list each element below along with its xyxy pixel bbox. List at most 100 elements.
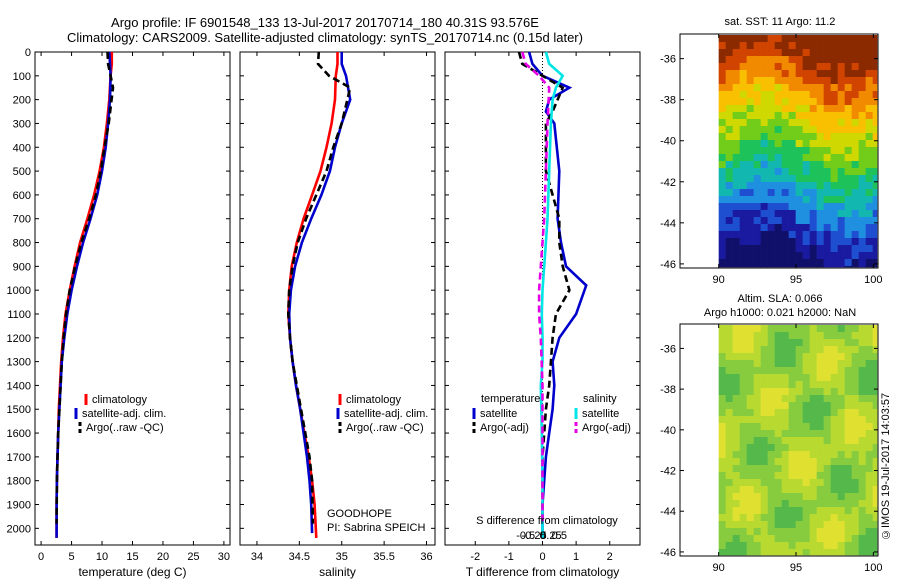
map-cell [739, 84, 747, 92]
map-cell [760, 549, 768, 556]
map-cell [809, 42, 817, 50]
map-cell [823, 63, 831, 71]
map-cell [795, 346, 803, 354]
map-cell [865, 105, 873, 113]
map-cell [816, 493, 824, 501]
y-tick-label: 1500 [7, 404, 31, 416]
map-cell [816, 409, 824, 417]
map-cell [830, 91, 838, 99]
map-cell [872, 332, 878, 340]
series-line-salinity-argo-adj- [521, 51, 551, 524]
map-cell [767, 339, 775, 347]
map-cell [816, 388, 824, 396]
map-cell [830, 105, 838, 113]
map-cell [746, 119, 754, 127]
map-cell [823, 388, 831, 396]
map-cell [753, 437, 761, 445]
map-cell [830, 140, 838, 148]
map-cell [788, 161, 796, 169]
map-cell [851, 161, 859, 169]
map-cell [788, 189, 796, 197]
map-cell [809, 91, 817, 99]
map-cell [767, 210, 775, 218]
map-cell [746, 84, 754, 92]
map-cell [830, 430, 838, 438]
map-cell [774, 49, 782, 57]
x-tick-label: 15 [126, 551, 138, 563]
map-cell [872, 381, 878, 389]
map-cell [767, 217, 775, 225]
map-cell [823, 416, 831, 424]
map-cell [767, 465, 775, 473]
map-cell [718, 217, 726, 225]
map-cell [718, 549, 726, 556]
map-cell [795, 105, 803, 113]
map-cell [837, 458, 845, 466]
map-cell [781, 161, 789, 169]
map-cell [767, 231, 775, 239]
map-cell [760, 154, 768, 162]
map-cell [816, 535, 824, 543]
map-cell [872, 472, 878, 480]
x-tick-label: 2 [607, 551, 613, 563]
map-cell [746, 98, 754, 106]
map-cell [802, 98, 810, 106]
map-y-tick-label: -36 [660, 54, 676, 66]
map-cell [851, 245, 859, 253]
map-cell [753, 84, 761, 92]
map-cell [830, 126, 838, 134]
map-cell [809, 259, 817, 267]
map-cell [732, 210, 740, 218]
map-cell [795, 119, 803, 127]
map-cell [865, 381, 873, 389]
map-cell [823, 35, 831, 43]
map-cell [823, 70, 831, 78]
map-cell [830, 238, 838, 246]
y-tick-label: 400 [13, 142, 31, 154]
map-cell [725, 416, 733, 424]
map-cell [739, 542, 747, 550]
map-cell [718, 259, 726, 267]
map-cell [746, 367, 754, 375]
map-cell [851, 395, 859, 403]
map-cell [746, 168, 754, 176]
map-cell [830, 542, 838, 550]
map-cell [767, 245, 775, 253]
map-y-tick-label: -40 [660, 425, 676, 437]
map-cell [781, 189, 789, 197]
map-cell [753, 105, 761, 113]
map-cell [788, 451, 796, 459]
map-cell [872, 182, 878, 190]
map-cell [781, 486, 789, 494]
map-cell [739, 175, 747, 183]
map-cell [746, 63, 754, 71]
map-cell [837, 231, 845, 239]
map-cell [788, 147, 796, 155]
map-cell [760, 266, 768, 268]
map-cell [858, 423, 866, 431]
map-cell [837, 437, 845, 445]
map-cell [739, 423, 747, 431]
map-y-tick-label: -38 [660, 384, 676, 396]
map-cell [725, 98, 733, 106]
map-cell [844, 217, 852, 225]
map-cell [865, 210, 873, 218]
map-cell [781, 168, 789, 176]
map-cell [718, 98, 726, 106]
map-cell [774, 84, 782, 92]
legend-label: satellite [582, 408, 619, 420]
map-cell [725, 542, 733, 550]
map-cell [732, 465, 740, 473]
map-cell [753, 339, 761, 347]
map-cell [851, 500, 859, 508]
map-cell [809, 133, 817, 141]
map-cell [851, 402, 859, 410]
map-cell [851, 535, 859, 543]
map-cell [781, 77, 789, 85]
map-cell [872, 224, 878, 232]
map-cell [837, 203, 845, 211]
map-cell [844, 381, 852, 389]
map-cell [753, 360, 761, 368]
map-cell [837, 430, 845, 438]
map-cell [823, 245, 831, 253]
